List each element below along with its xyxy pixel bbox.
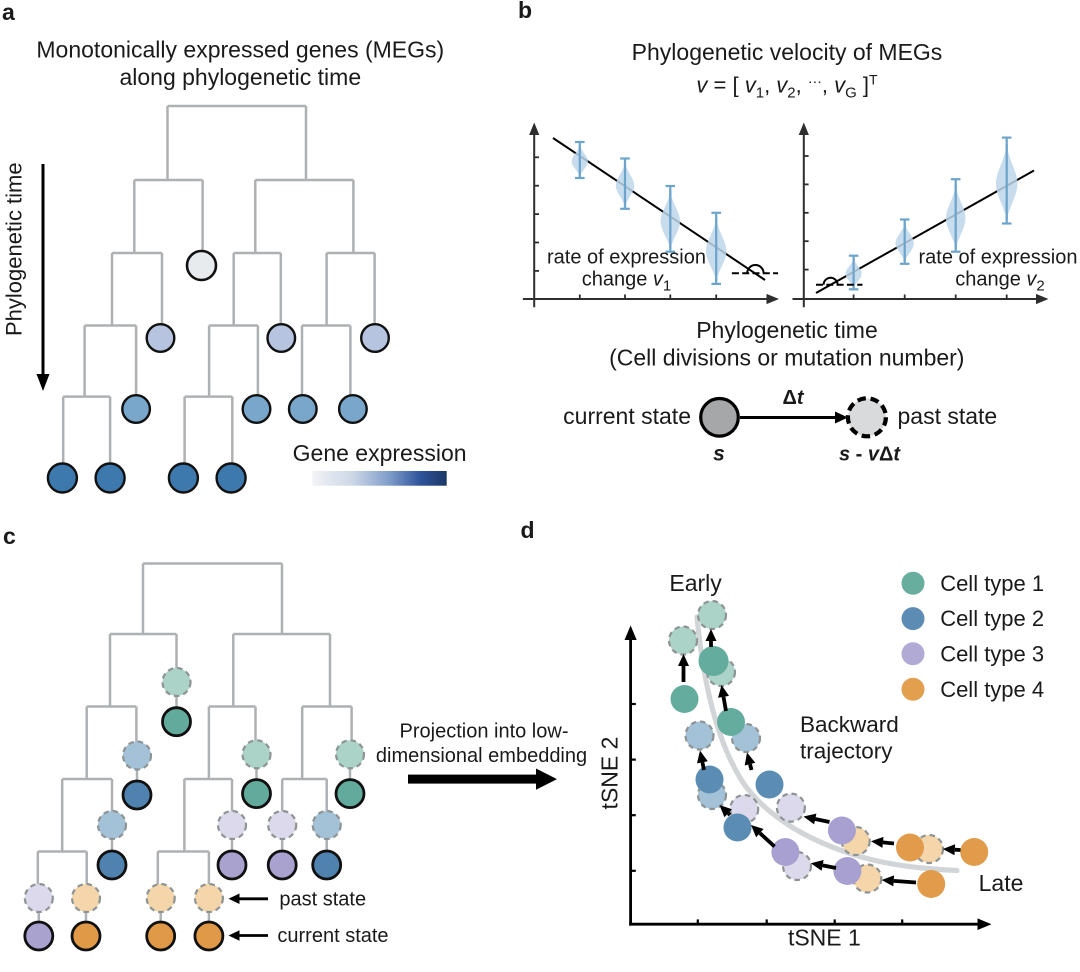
svg-text:(Cell divisions or mutation nu: (Cell divisions or mutation number) [609,345,964,371]
svg-text:d: d [521,517,535,543]
svg-text:change v2: change v2 [955,269,1045,295]
svg-text:Phylogenetic velocity of MEGs: Phylogenetic velocity of MEGs [632,39,943,65]
svg-text:c: c [3,523,16,549]
svg-text:rate of expression: rate of expression [919,247,1078,269]
svg-text:b: b [518,0,532,23]
svg-text:Monotonically expressed genes: Monotonically expressed genes (MEGs) [36,37,444,63]
svg-text:Late: Late [979,870,1024,896]
svg-text:Δt: Δt [782,387,804,409]
svg-text:Phylogenetic time: Phylogenetic time [696,317,878,343]
svg-text:current state: current state [563,403,691,429]
svg-text:current state: current state [277,925,388,947]
svg-text:trajectory: trajectory [800,739,893,764]
svg-text:Cell type 2: Cell type 2 [940,606,1044,631]
svg-text:past state: past state [898,403,998,429]
svg-text:Cell type 3: Cell type 3 [940,641,1044,666]
svg-text:tSNE 2: tSNE 2 [597,737,623,810]
svg-text:s - vΔt: s - vΔt [839,444,901,466]
svg-text:dimensional embedding: dimensional embedding [376,745,587,767]
svg-text:Cell type 1: Cell type 1 [940,571,1044,596]
svg-text:Backward: Backward [800,712,899,737]
svg-text:tSNE 1: tSNE 1 [788,925,861,951]
svg-text:past state: past state [279,888,366,910]
svg-text:change v1: change v1 [582,269,672,295]
svg-text:Cell type 4: Cell type 4 [940,677,1044,702]
svg-text:Phylogenetic time: Phylogenetic time [2,162,27,336]
svg-text:Projection into low-: Projection into low- [400,720,569,742]
svg-text:Early: Early [669,570,722,596]
svg-text:Gene expression: Gene expression [293,440,467,466]
svg-text:along phylogenetic time: along phylogenetic time [119,64,361,90]
svg-text:rate of expression: rate of expression [547,247,706,269]
svg-text:s: s [713,443,725,466]
svg-text:a: a [2,0,15,25]
